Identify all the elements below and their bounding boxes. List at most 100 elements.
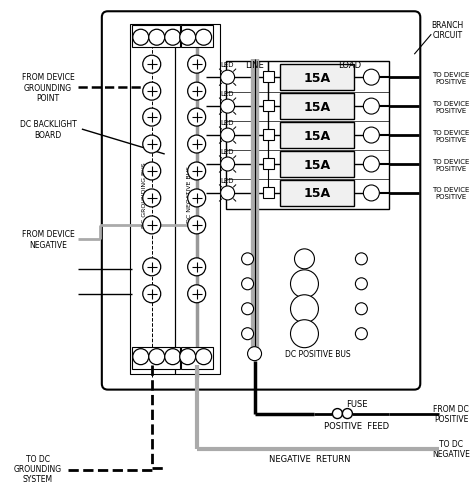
Circle shape	[364, 185, 379, 202]
Text: TO DEVICE
POSITIVE: TO DEVICE POSITIVE	[433, 187, 470, 200]
Bar	[263, 101, 273, 112]
Circle shape	[143, 109, 161, 127]
Circle shape	[220, 100, 235, 114]
Circle shape	[356, 303, 367, 315]
Bar	[132, 26, 180, 48]
Bar	[263, 159, 273, 170]
Circle shape	[143, 189, 161, 207]
Circle shape	[180, 30, 196, 46]
Circle shape	[356, 328, 367, 340]
Text: LED: LED	[221, 120, 234, 126]
Bar	[132, 347, 180, 369]
Bar	[280, 94, 355, 120]
Circle shape	[143, 285, 161, 303]
Text: LED: LED	[221, 91, 234, 97]
Circle shape	[364, 128, 379, 144]
Bar	[181, 26, 213, 48]
Circle shape	[196, 349, 211, 365]
Circle shape	[165, 349, 181, 365]
Circle shape	[220, 71, 235, 85]
Circle shape	[220, 158, 235, 172]
Bar	[263, 72, 273, 83]
Text: 15A: 15A	[303, 129, 330, 142]
Circle shape	[188, 56, 206, 74]
Circle shape	[188, 136, 206, 154]
Text: NEGATIVE  RETURN: NEGATIVE RETURN	[269, 454, 350, 463]
Text: TO DEVICE
POSITIVE: TO DEVICE POSITIVE	[433, 129, 470, 142]
Circle shape	[143, 258, 161, 276]
Bar	[130, 25, 175, 374]
Bar	[226, 62, 389, 209]
Text: 15A: 15A	[303, 158, 330, 171]
Text: LED: LED	[221, 149, 234, 155]
Bar	[280, 65, 355, 91]
Text: POSITIVE  FEED: POSITIVE FEED	[324, 421, 389, 430]
Circle shape	[143, 163, 161, 181]
Text: FROM DEVICE
GROUNDING
POINT: FROM DEVICE GROUNDING POINT	[21, 73, 74, 103]
Bar	[263, 130, 273, 141]
Bar	[280, 181, 355, 206]
Circle shape	[242, 253, 254, 265]
Circle shape	[364, 99, 379, 115]
Text: TO DEVICE
POSITIVE: TO DEVICE POSITIVE	[433, 72, 470, 84]
Circle shape	[291, 320, 319, 348]
Text: 15A: 15A	[303, 101, 330, 113]
Circle shape	[188, 285, 206, 303]
Text: TO DEVICE
POSITIVE: TO DEVICE POSITIVE	[433, 101, 470, 113]
Circle shape	[242, 278, 254, 290]
Circle shape	[291, 295, 319, 323]
Text: BRANCH
CIRCUIT: BRANCH CIRCUIT	[431, 20, 464, 40]
Circle shape	[294, 249, 314, 269]
Circle shape	[180, 349, 196, 365]
Text: TO DC
NEGATIVE: TO DC NEGATIVE	[432, 439, 470, 458]
Text: LINE: LINE	[245, 61, 264, 69]
Text: 15A: 15A	[303, 72, 330, 84]
Text: TO DEVICE
POSITIVE: TO DEVICE POSITIVE	[433, 158, 470, 171]
Text: DC NEGATIVE BUS: DC NEGATIVE BUS	[187, 166, 192, 223]
Text: LOAD: LOAD	[338, 61, 361, 69]
Text: FUSE: FUSE	[346, 399, 367, 408]
Text: FROM DC
POSITIVE: FROM DC POSITIVE	[433, 404, 469, 424]
Circle shape	[143, 136, 161, 154]
Text: DC GROUNDING BUS: DC GROUNDING BUS	[142, 162, 147, 227]
Bar	[181, 347, 213, 369]
Circle shape	[356, 278, 367, 290]
Bar	[280, 152, 355, 178]
Circle shape	[364, 157, 379, 173]
FancyBboxPatch shape	[102, 12, 420, 390]
Circle shape	[196, 30, 211, 46]
Circle shape	[220, 186, 235, 201]
Circle shape	[143, 56, 161, 74]
Text: TO DC
GROUNDING
SYSTEM: TO DC GROUNDING SYSTEM	[14, 454, 62, 484]
Circle shape	[188, 189, 206, 207]
Circle shape	[133, 349, 149, 365]
Circle shape	[149, 30, 165, 46]
Text: DC POSITIVE BUS: DC POSITIVE BUS	[284, 349, 350, 359]
Text: FROM DEVICE
NEGATIVE: FROM DEVICE NEGATIVE	[21, 230, 74, 249]
Circle shape	[143, 217, 161, 234]
Circle shape	[165, 30, 181, 46]
Circle shape	[149, 349, 165, 365]
Circle shape	[188, 83, 206, 101]
Text: LED: LED	[221, 62, 234, 68]
Text: LED: LED	[221, 178, 234, 183]
Circle shape	[291, 270, 319, 298]
Circle shape	[220, 129, 235, 143]
Circle shape	[242, 328, 254, 340]
Circle shape	[143, 83, 161, 101]
Bar	[175, 25, 219, 374]
Text: 15A: 15A	[303, 187, 330, 200]
Bar	[280, 123, 355, 149]
Circle shape	[188, 217, 206, 234]
Circle shape	[188, 163, 206, 181]
Circle shape	[356, 253, 367, 265]
Circle shape	[364, 70, 379, 86]
Circle shape	[342, 409, 352, 419]
Circle shape	[242, 303, 254, 315]
Circle shape	[188, 258, 206, 276]
Bar	[263, 187, 273, 199]
Circle shape	[133, 30, 149, 46]
Circle shape	[247, 347, 262, 361]
Text: DC BACKLIGHT
BOARD: DC BACKLIGHT BOARD	[19, 120, 76, 140]
Circle shape	[188, 109, 206, 127]
